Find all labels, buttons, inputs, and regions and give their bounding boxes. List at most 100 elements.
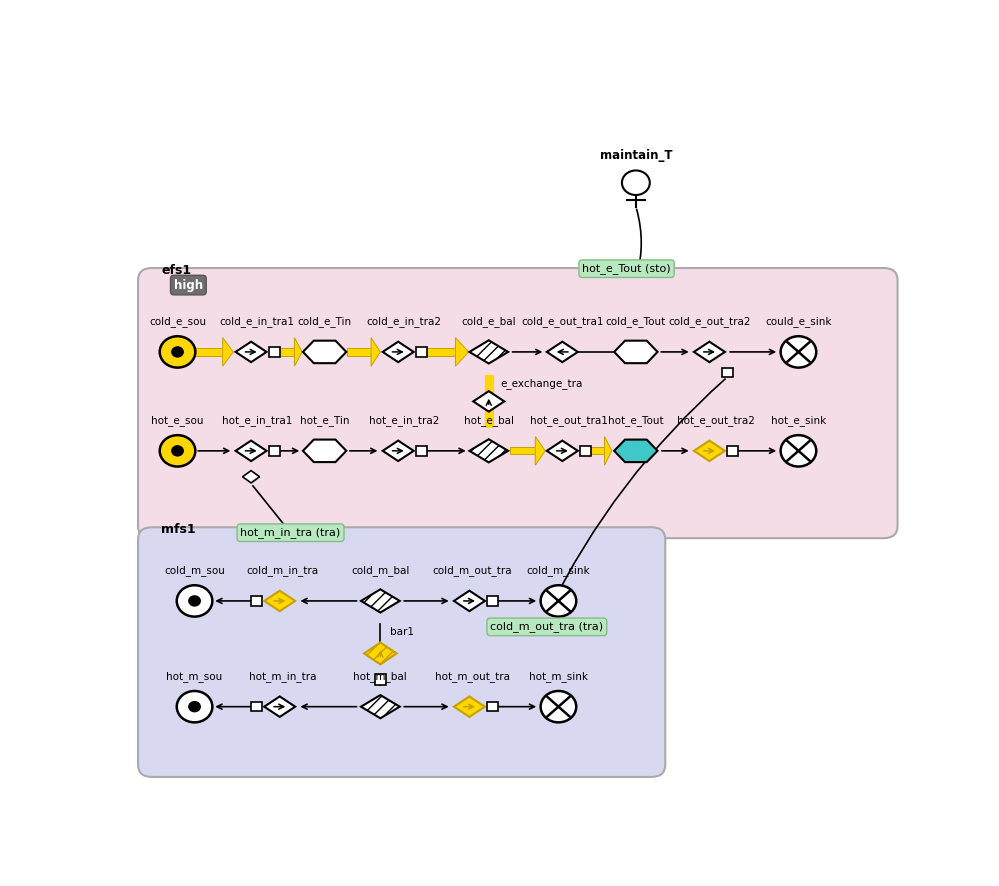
Text: cold_e_in_tra2: cold_e_in_tra2	[367, 316, 442, 327]
Circle shape	[189, 596, 200, 606]
FancyBboxPatch shape	[138, 268, 897, 538]
Text: mfs1: mfs1	[161, 523, 196, 536]
Polygon shape	[303, 439, 347, 462]
Circle shape	[160, 435, 196, 467]
Polygon shape	[694, 440, 725, 461]
Polygon shape	[364, 642, 397, 664]
Text: hot_m_bal: hot_m_bal	[354, 672, 408, 682]
Bar	[196, 348, 223, 355]
Polygon shape	[371, 338, 381, 366]
Bar	[488, 596, 499, 606]
Text: bar1: bar1	[390, 627, 414, 637]
Circle shape	[177, 586, 213, 617]
Text: high: high	[174, 278, 203, 291]
Bar	[585, 447, 604, 455]
Circle shape	[177, 691, 213, 722]
Text: hot_e_out_tra1: hot_e_out_tra1	[529, 416, 607, 426]
Text: could_e_sink: could_e_sink	[765, 316, 832, 327]
Text: hot_m_in_tra: hot_m_in_tra	[249, 672, 317, 682]
Text: cold_m_sou: cold_m_sou	[164, 565, 225, 577]
Text: cold_m_out_tra: cold_m_out_tra	[433, 565, 512, 577]
Text: cold_e_out_tra1: cold_e_out_tra1	[521, 316, 603, 327]
Circle shape	[540, 691, 576, 722]
Text: hot_e_in_tra1: hot_e_in_tra1	[222, 416, 293, 426]
Polygon shape	[535, 437, 545, 465]
Polygon shape	[361, 589, 400, 612]
Text: hot_e_sink: hot_e_sink	[771, 416, 826, 426]
Text: hot_e_Tin: hot_e_Tin	[300, 416, 350, 426]
Bar	[488, 702, 499, 711]
Bar	[416, 347, 427, 357]
Circle shape	[540, 586, 576, 617]
Text: hot_e_bal: hot_e_bal	[464, 416, 513, 426]
Bar	[422, 348, 456, 355]
FancyArrowPatch shape	[548, 379, 725, 612]
Text: maintain_T: maintain_T	[599, 149, 672, 162]
Polygon shape	[614, 341, 657, 363]
Polygon shape	[546, 440, 577, 461]
Text: hot_m_out_tra: hot_m_out_tra	[435, 672, 510, 682]
Text: hot_e_out_tra2: hot_e_out_tra2	[676, 416, 754, 426]
Polygon shape	[223, 338, 234, 366]
Text: efs1: efs1	[161, 264, 192, 277]
Bar	[269, 347, 280, 357]
Text: cold_m_out_tra (tra): cold_m_out_tra (tra)	[491, 621, 603, 633]
Polygon shape	[546, 342, 577, 362]
Circle shape	[780, 336, 816, 368]
Bar	[269, 446, 280, 455]
Text: hot_e_Tout: hot_e_Tout	[608, 416, 663, 426]
Text: hot_e_in_tra2: hot_e_in_tra2	[370, 416, 440, 426]
Text: hot_m_in_tra (tra): hot_m_in_tra (tra)	[241, 527, 341, 538]
Circle shape	[172, 446, 183, 456]
Text: cold_m_sink: cold_m_sink	[526, 565, 590, 577]
Bar	[580, 446, 591, 455]
Polygon shape	[604, 437, 611, 465]
Bar	[251, 702, 262, 711]
Text: cold_e_sou: cold_e_sou	[149, 316, 206, 327]
Text: cold_e_out_tra2: cold_e_out_tra2	[668, 316, 750, 327]
Text: cold_e_Tin: cold_e_Tin	[298, 316, 352, 327]
Circle shape	[622, 170, 649, 195]
Polygon shape	[295, 338, 302, 366]
Bar	[416, 446, 427, 455]
Text: e_exchange_tra: e_exchange_tra	[500, 378, 582, 389]
Text: cold_e_bal: cold_e_bal	[462, 316, 516, 327]
Text: hot_m_sink: hot_m_sink	[528, 672, 588, 682]
Bar	[509, 447, 535, 455]
Polygon shape	[264, 696, 296, 717]
Polygon shape	[474, 391, 504, 412]
Circle shape	[160, 336, 196, 368]
Bar	[251, 596, 262, 606]
Text: cold_e_in_tra1: cold_e_in_tra1	[220, 316, 295, 327]
Text: hot_m_sou: hot_m_sou	[167, 672, 223, 682]
Polygon shape	[456, 338, 469, 366]
FancyArrowPatch shape	[636, 209, 641, 276]
Bar	[722, 368, 732, 377]
Polygon shape	[383, 342, 414, 362]
FancyArrowPatch shape	[253, 486, 289, 531]
Polygon shape	[454, 696, 485, 717]
Polygon shape	[303, 341, 347, 363]
Polygon shape	[614, 439, 657, 462]
FancyBboxPatch shape	[138, 527, 665, 777]
Text: hot_e_Tout (sto): hot_e_Tout (sto)	[582, 263, 671, 274]
Polygon shape	[236, 342, 267, 362]
Bar	[347, 348, 371, 355]
Polygon shape	[454, 591, 485, 611]
Text: cold_m_in_tra: cold_m_in_tra	[247, 565, 319, 577]
Circle shape	[189, 702, 200, 711]
Polygon shape	[361, 696, 400, 719]
Polygon shape	[470, 340, 508, 363]
Polygon shape	[264, 591, 296, 611]
Bar	[275, 348, 295, 355]
Polygon shape	[383, 440, 414, 461]
Text: hot_e_sou: hot_e_sou	[151, 416, 204, 426]
Bar	[375, 674, 387, 685]
Polygon shape	[694, 342, 725, 362]
Polygon shape	[236, 440, 267, 461]
Polygon shape	[243, 470, 260, 483]
Circle shape	[780, 435, 816, 467]
Circle shape	[172, 347, 183, 357]
Text: cold_e_Tout: cold_e_Tout	[605, 316, 666, 327]
Polygon shape	[470, 439, 508, 462]
